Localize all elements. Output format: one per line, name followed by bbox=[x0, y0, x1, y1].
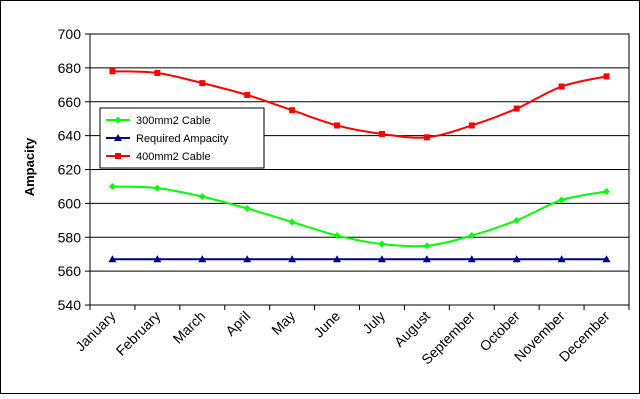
y-tick-label: 560 bbox=[58, 263, 82, 279]
data-point-400mm2-cable bbox=[334, 122, 341, 129]
data-point-400mm2-cable bbox=[603, 73, 610, 80]
data-point-required-ampacity bbox=[557, 255, 566, 263]
data-point-required-ampacity bbox=[288, 255, 297, 263]
data-point-400mm2-cable bbox=[289, 107, 296, 114]
data-point-required-ampacity bbox=[422, 255, 431, 263]
y-tick-label: 620 bbox=[58, 162, 82, 178]
legend-marker-400mm2-cable bbox=[115, 153, 121, 159]
data-point-required-ampacity bbox=[243, 255, 252, 263]
legend-label: Required Ampacity bbox=[136, 133, 229, 145]
data-point-300mm2-cable bbox=[378, 240, 386, 248]
y-tick-label: 660 bbox=[58, 94, 82, 110]
data-point-required-ampacity bbox=[512, 255, 521, 263]
data-point-400mm2-cable bbox=[423, 134, 430, 141]
data-point-300mm2-cable bbox=[333, 232, 341, 240]
data-point-required-ampacity bbox=[602, 255, 611, 263]
series-line-400mm2-cable bbox=[112, 70, 607, 139]
series-line-300mm2-cable bbox=[112, 185, 607, 248]
data-point-300mm2-cable bbox=[603, 188, 611, 196]
data-point-300mm2-cable bbox=[198, 193, 206, 201]
data-point-required-ampacity bbox=[377, 255, 386, 263]
data-point-400mm2-cable bbox=[244, 91, 251, 98]
legend-label: 400mm2 Cable bbox=[136, 151, 211, 163]
y-tick-label: 540 bbox=[58, 297, 82, 313]
data-point-300mm2-cable bbox=[468, 232, 476, 240]
data-point-400mm2-cable bbox=[378, 130, 385, 137]
data-point-400mm2-cable bbox=[513, 105, 520, 112]
y-tick-label: 640 bbox=[58, 128, 82, 144]
data-point-required-ampacity bbox=[333, 255, 342, 263]
data-point-400mm2-cable bbox=[558, 83, 565, 90]
data-point-300mm2-cable bbox=[288, 218, 296, 226]
data-point-400mm2-cable bbox=[154, 69, 161, 76]
data-point-300mm2-cable bbox=[243, 204, 251, 212]
y-tick-label: 700 bbox=[58, 26, 82, 42]
legend-marker-required-ampacity bbox=[114, 134, 122, 141]
data-point-300mm2-cable bbox=[108, 182, 116, 190]
legend-label: 300mm2 Cable bbox=[136, 115, 211, 127]
data-point-required-ampacity bbox=[153, 255, 162, 263]
y-tick-label: 580 bbox=[58, 229, 82, 245]
data-point-400mm2-cable bbox=[468, 122, 475, 129]
data-point-300mm2-cable bbox=[423, 242, 431, 250]
y-tick-label: 680 bbox=[58, 60, 82, 76]
legend-marker-300mm2-cable bbox=[114, 116, 122, 124]
data-point-300mm2-cable bbox=[558, 196, 566, 204]
data-point-400mm2-cable bbox=[199, 80, 206, 87]
data-point-400mm2-cable bbox=[109, 68, 116, 75]
data-point-300mm2-cable bbox=[513, 216, 521, 224]
y-tick-label: 600 bbox=[58, 195, 82, 211]
y-axis-title: Ampacity bbox=[22, 137, 37, 196]
data-point-required-ampacity bbox=[198, 255, 207, 263]
data-point-required-ampacity bbox=[108, 255, 117, 263]
data-point-required-ampacity bbox=[467, 255, 476, 263]
data-point-300mm2-cable bbox=[153, 184, 161, 192]
